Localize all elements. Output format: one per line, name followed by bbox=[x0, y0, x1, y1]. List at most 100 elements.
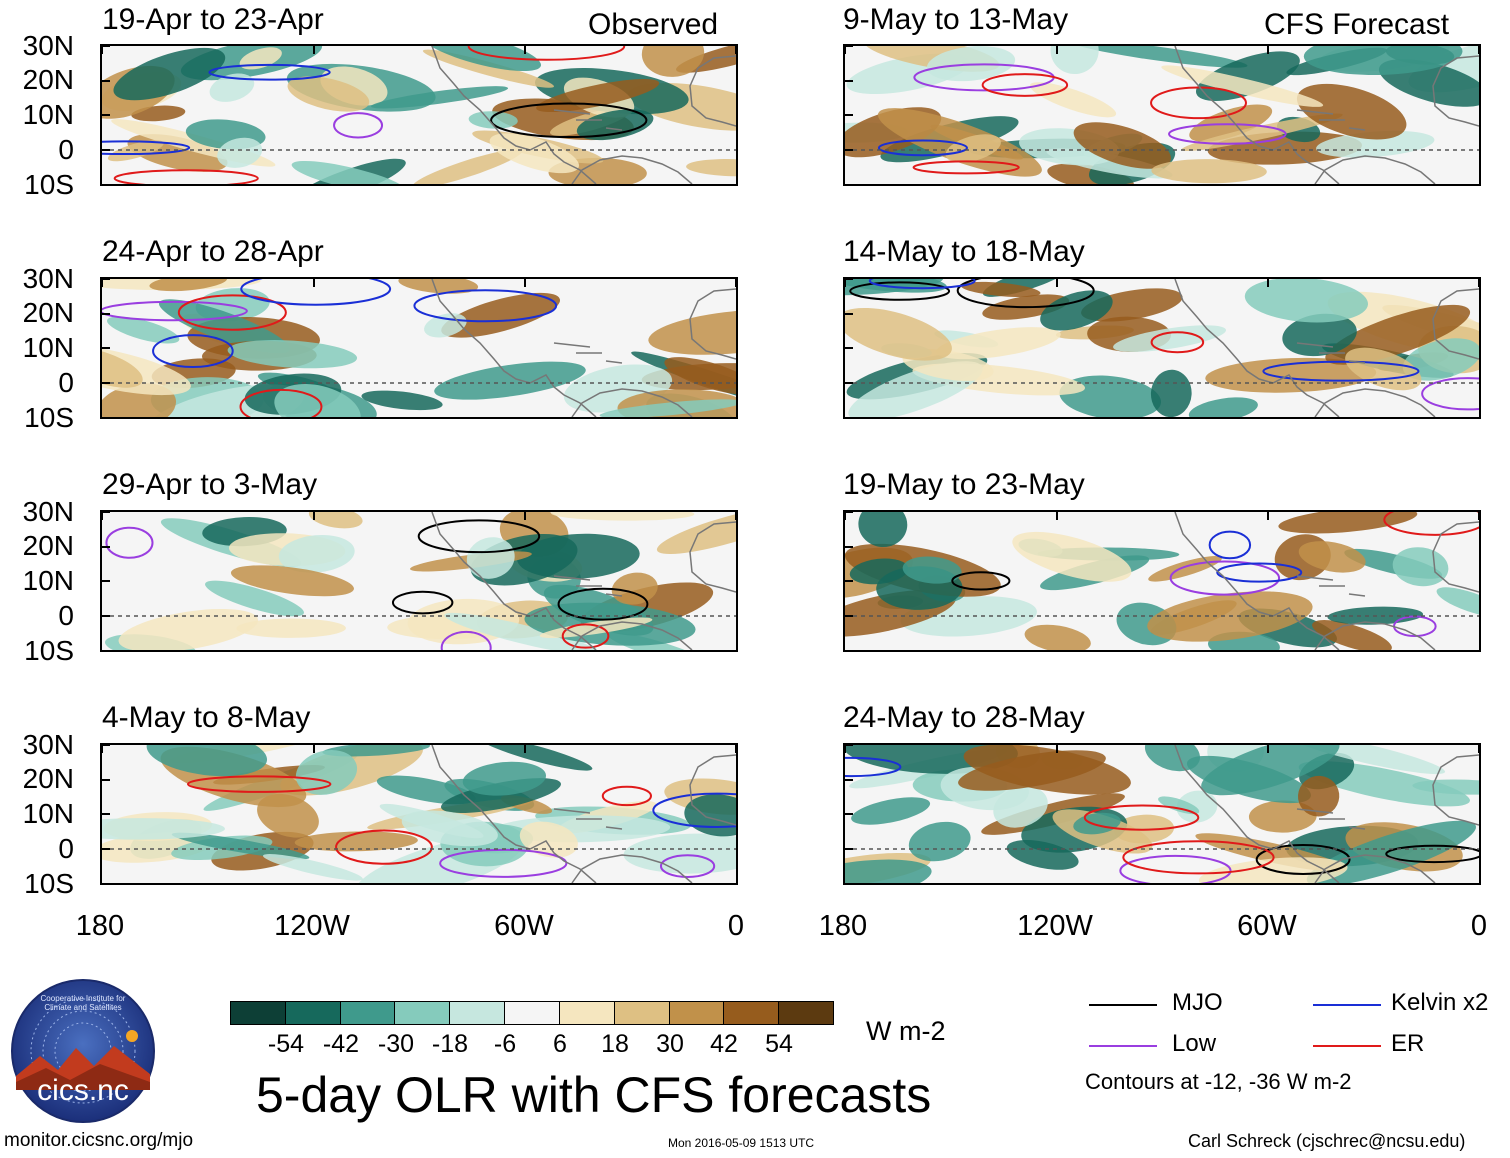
colorbar-swatch bbox=[230, 1001, 286, 1025]
olr-positive-anomaly bbox=[648, 309, 736, 355]
footer-url[interactable]: monitor.cicsnc.org/mjo bbox=[4, 1130, 194, 1151]
olr-negative-anomaly bbox=[468, 111, 518, 129]
olr-negative-anomaly bbox=[146, 745, 268, 777]
olr-map-panel bbox=[100, 44, 738, 186]
olr-negative-anomaly bbox=[576, 109, 654, 141]
olr-anomaly-field bbox=[102, 46, 736, 184]
legend-note: Contours at -12, -36 W m-2 bbox=[1085, 1069, 1352, 1094]
olr-positive-anomaly bbox=[1205, 357, 1377, 393]
lat-label: 10N bbox=[22, 565, 74, 596]
colorbar-swatch bbox=[394, 1001, 451, 1025]
wave-contour bbox=[1150, 331, 1205, 354]
olr-positive-anomaly bbox=[149, 279, 228, 292]
olr-map-panel bbox=[100, 510, 738, 652]
olr-map-panel bbox=[843, 743, 1481, 885]
coastline bbox=[431, 512, 597, 650]
olr-negative-anomaly bbox=[849, 558, 909, 585]
olr-positive-anomaly bbox=[664, 357, 736, 395]
lat-label: 10S bbox=[24, 402, 74, 433]
olr-negative-anomaly bbox=[1040, 290, 1113, 331]
olr-positive-anomaly bbox=[422, 49, 554, 88]
lat-label: 10N bbox=[22, 99, 74, 130]
olr-positive-anomaly bbox=[230, 565, 354, 597]
coastline bbox=[1296, 575, 1366, 597]
olr-positive-anomaly bbox=[118, 608, 259, 650]
olr-negative-anomaly bbox=[851, 797, 931, 825]
olr-positive-anomaly bbox=[960, 281, 1041, 298]
colorbar bbox=[230, 1001, 834, 1025]
cics-logo: Cooperative Institute for Climate and Sa… bbox=[10, 978, 156, 1124]
olr-negative-anomaly bbox=[845, 859, 932, 883]
olr-positive-anomaly bbox=[686, 159, 736, 177]
olr-negative-anomaly bbox=[1436, 587, 1479, 617]
olr-negative-anomaly bbox=[1188, 397, 1258, 417]
lat-label: 30N bbox=[22, 263, 74, 294]
lat-label: 0 bbox=[58, 367, 74, 398]
olr-positive-anomaly bbox=[239, 47, 282, 70]
olr-negative-anomaly bbox=[1144, 745, 1200, 772]
coastline bbox=[553, 342, 623, 364]
lat-label: 10S bbox=[24, 868, 74, 899]
wave-contour bbox=[1083, 804, 1200, 831]
wave-contour bbox=[467, 46, 626, 61]
olr-anomaly-field bbox=[845, 745, 1479, 883]
coastline bbox=[689, 288, 736, 360]
coastline bbox=[1432, 521, 1479, 593]
olr-positive-anomaly bbox=[441, 292, 561, 338]
olr-map-panel bbox=[100, 277, 738, 419]
olr-negative-anomaly bbox=[274, 383, 361, 417]
olr-positive-anomaly bbox=[1073, 122, 1171, 169]
wave-contour bbox=[105, 526, 154, 559]
coastline bbox=[1174, 745, 1340, 883]
lat-label: 30N bbox=[22, 729, 74, 760]
coastline bbox=[689, 754, 736, 826]
olr-negative-anomaly bbox=[322, 745, 430, 757]
olr-positive-anomaly bbox=[102, 383, 177, 417]
olr-positive-anomaly bbox=[611, 572, 658, 605]
panel-title: 29-Apr to 3-May bbox=[102, 468, 318, 501]
lon-label: 0 bbox=[1470, 910, 1488, 942]
panel-title: 4-May to 8-May bbox=[102, 701, 311, 734]
wave-contour bbox=[1262, 360, 1420, 382]
lon-label: 120W bbox=[274, 910, 350, 942]
olr-negative-anomaly bbox=[371, 86, 509, 109]
coastline bbox=[571, 388, 693, 417]
olr-negative-anomaly bbox=[1282, 313, 1357, 357]
colorbar-label: -18 bbox=[431, 1030, 469, 1058]
panel-title: 19-May to 23-May bbox=[843, 468, 1085, 501]
legend-label-kelvin: Kelvin x2 bbox=[1391, 989, 1489, 1016]
coastline bbox=[1314, 621, 1436, 650]
wave-contour bbox=[956, 279, 1095, 309]
wave-contour bbox=[1122, 840, 1275, 875]
coastline bbox=[571, 621, 693, 650]
olr-anomaly-field bbox=[102, 745, 736, 883]
coastline bbox=[1314, 155, 1436, 184]
olr-negative-anomaly bbox=[858, 512, 908, 548]
olr-negative-anomaly bbox=[479, 745, 593, 771]
colorbar-label: -30 bbox=[377, 1030, 415, 1058]
panel-title: 24-May to 28-May bbox=[843, 701, 1085, 734]
wave-contour bbox=[439, 848, 568, 878]
coastline bbox=[1314, 388, 1436, 417]
olr-anomaly-field bbox=[845, 46, 1479, 184]
legend-label-er: ER bbox=[1391, 1030, 1425, 1057]
wave-contour bbox=[1169, 560, 1281, 596]
colorbar-label: 30 bbox=[656, 1030, 684, 1058]
wave-contour bbox=[440, 630, 492, 650]
wave-contour bbox=[1168, 123, 1287, 145]
olr-negative-anomaly bbox=[1402, 338, 1479, 381]
colorbar-swatch bbox=[558, 1001, 615, 1025]
main-title: 5-day OLR with CFS forecasts bbox=[256, 1067, 932, 1123]
colorbar-swatch bbox=[284, 1001, 341, 1025]
olr-negative-anomaly bbox=[623, 833, 736, 874]
lat-label: 0 bbox=[58, 833, 74, 864]
olr-negative-anomaly bbox=[376, 775, 476, 805]
olr-negative-anomaly bbox=[1070, 46, 1248, 68]
olr-positive-anomaly bbox=[1296, 83, 1407, 140]
wave-contour bbox=[391, 590, 454, 615]
logo-text: cics.nc bbox=[37, 1074, 129, 1107]
olr-negative-anomaly bbox=[1006, 840, 1079, 870]
lat-label: 0 bbox=[58, 600, 74, 631]
olr-negative-anomaly bbox=[1285, 745, 1446, 775]
wave-contour bbox=[113, 169, 259, 184]
